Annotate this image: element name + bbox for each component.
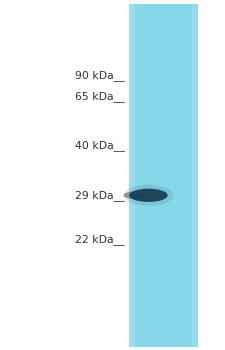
Text: 40 kDa__: 40 kDa__ (75, 140, 125, 151)
Text: 29 kDa__: 29 kDa__ (75, 190, 125, 201)
Ellipse shape (124, 192, 144, 199)
Text: 90 kDa__: 90 kDa__ (75, 70, 125, 81)
Text: 22 kDa__: 22 kDa__ (75, 234, 125, 245)
Bar (129, 4, 198, 346)
Ellipse shape (124, 185, 173, 206)
Text: 65 kDa__: 65 kDa__ (75, 91, 125, 102)
Ellipse shape (129, 189, 168, 202)
Bar (192, 4, 198, 346)
Bar (129, 4, 135, 346)
